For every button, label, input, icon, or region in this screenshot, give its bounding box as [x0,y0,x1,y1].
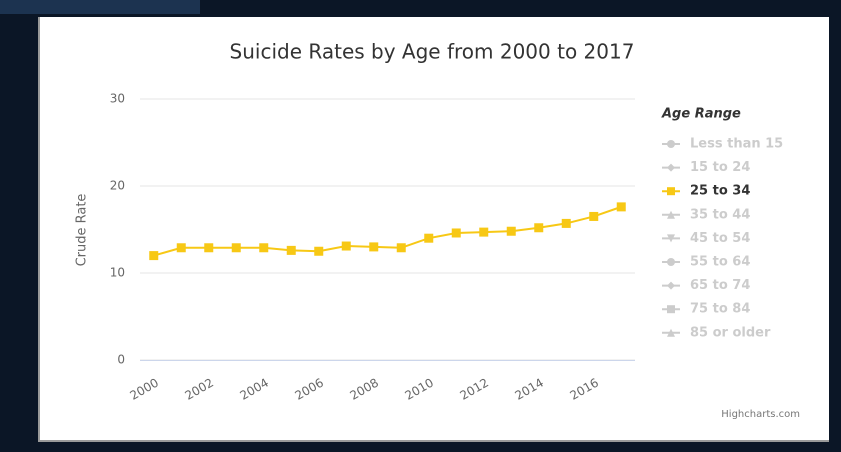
legend-marker [667,258,675,266]
legend-item[interactable]: 75 to 84 [690,302,750,317]
legend-item[interactable]: 45 to 54 [690,231,750,246]
data-point [176,243,186,253]
legend-marker [667,140,675,148]
data-point [424,233,434,243]
legend-marker [667,234,675,243]
credits: Highcharts.com [721,409,800,420]
legend-marker [667,281,675,290]
data-point [396,243,406,253]
data-point [506,226,516,236]
data-point [534,223,544,233]
data-point [561,218,571,228]
data-point [451,228,461,238]
legend-marker [667,187,675,196]
data-point [286,245,296,255]
series-line [153,205,622,257]
legend-marker [667,210,675,219]
y-tick-label: 0 [117,353,125,367]
y-axis-label: Crude Rate [75,194,90,267]
legend-marker [667,328,675,337]
legend-item[interactable]: 55 to 64 [690,255,750,270]
data-point [231,243,241,253]
legend-item[interactable]: 85 or older [690,325,771,340]
data-point [314,246,324,256]
data-point [259,243,269,253]
data-point [149,251,159,261]
legend-item[interactable]: 35 to 44 [690,207,750,222]
legend-title: Age Range [661,107,741,122]
data-point [204,243,214,253]
data-point [341,241,351,251]
legend-item[interactable]: 25 to 34 [690,184,750,199]
chart-panel [38,17,829,442]
legend-item[interactable]: 65 to 74 [690,278,750,293]
data-point [479,227,489,237]
y-tick-label: 30 [110,92,125,106]
legend-item[interactable]: 15 to 24 [690,160,750,175]
data-point [589,211,599,221]
legend-marker [667,305,675,314]
background-glow [0,0,200,14]
legend-item[interactable]: Less than 15 [690,137,783,152]
legend-marker [667,163,675,172]
chart-title: Suicide Rates by Age from 2000 to 2017 [230,40,635,64]
y-tick-label: 20 [110,179,125,193]
data-point [616,202,626,212]
data-point [369,242,379,252]
y-tick-label: 10 [110,266,125,280]
